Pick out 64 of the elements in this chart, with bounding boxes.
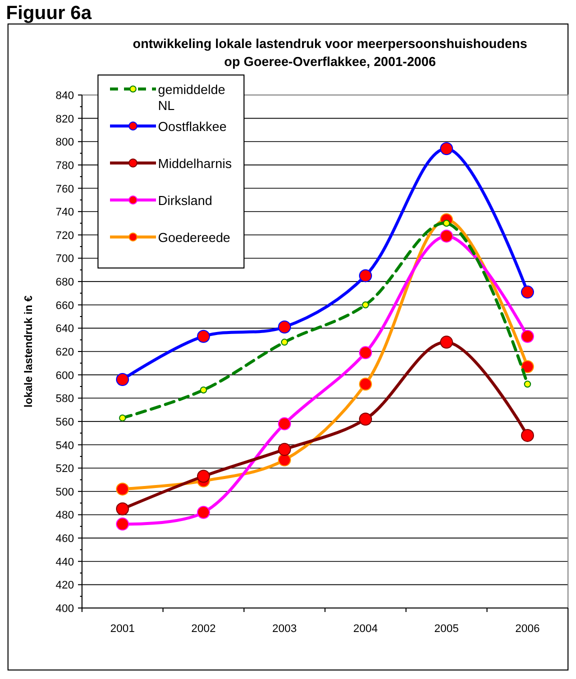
point xyxy=(278,453,291,466)
point xyxy=(359,269,372,282)
point xyxy=(278,442,291,456)
point xyxy=(200,386,207,394)
point xyxy=(119,414,126,422)
y-tick-label: 780 xyxy=(56,160,74,172)
x-tick-label: 2006 xyxy=(515,623,540,635)
point xyxy=(362,301,369,308)
y-tick-label: 560 xyxy=(56,416,74,428)
y-tick-label: 400 xyxy=(56,603,74,615)
point xyxy=(440,336,453,349)
y-tick-label: 480 xyxy=(56,510,74,522)
point xyxy=(359,412,372,426)
x-tick-label: 2005 xyxy=(434,623,459,635)
legend-label: Middelharnis xyxy=(158,156,232,171)
y-tick-label: 820 xyxy=(56,113,74,126)
point xyxy=(278,417,291,430)
point xyxy=(116,518,129,531)
point xyxy=(359,378,372,391)
y-tick-label: 520 xyxy=(56,463,74,476)
point xyxy=(524,380,531,388)
y-tick-label: 420 xyxy=(56,580,74,592)
x-tick-label: 2003 xyxy=(272,623,297,635)
legend-label: Dirksland xyxy=(158,193,212,208)
y-tick-label: 580 xyxy=(56,393,74,406)
y-tick-label: 740 xyxy=(56,206,74,219)
y-tick-label: 720 xyxy=(56,230,74,242)
y-tick-label: 640 xyxy=(56,323,74,336)
y-tick-label: 460 xyxy=(56,533,74,546)
point xyxy=(281,338,288,346)
y-tick-label: 840 xyxy=(56,90,74,102)
chart-title: ontwikkeling lokale lastendruk voor meerpersoonshuishoudens op Goeree-Overflakkee, 2001-2006 xyxy=(132,36,528,69)
y-tick-label: 540 xyxy=(56,440,74,452)
point xyxy=(197,506,210,519)
y-tick-label: 620 xyxy=(56,346,74,358)
point xyxy=(278,320,291,334)
point xyxy=(116,372,129,386)
x-tick-label: 2001 xyxy=(110,623,135,635)
y-axis-title: lokale lastendruk in € xyxy=(23,296,35,408)
y-tick-label: 500 xyxy=(56,486,74,498)
legend-label: Goedereede xyxy=(158,230,230,245)
text: Figuur 6a xyxy=(6,3,92,24)
point xyxy=(440,230,453,243)
y-tick-label: 680 xyxy=(56,276,74,289)
point xyxy=(440,142,453,156)
point xyxy=(521,286,534,299)
point xyxy=(197,330,210,343)
point xyxy=(521,330,534,343)
y-tick-label: 800 xyxy=(56,136,74,149)
y-tick-label: 440 xyxy=(56,556,74,568)
y-tick-label: 660 xyxy=(56,300,74,312)
legend-label: gemiddelde NL xyxy=(158,82,226,113)
legend-label: Oostflakkee xyxy=(158,119,227,134)
y-tick-label: 600 xyxy=(56,370,74,382)
y-tick-label: 760 xyxy=(56,183,74,196)
point xyxy=(521,360,534,374)
y-tick-label: 700 xyxy=(56,253,74,266)
point xyxy=(521,428,534,442)
point xyxy=(197,470,210,483)
point xyxy=(116,482,129,496)
point xyxy=(116,502,129,516)
x-tick-label: 2002 xyxy=(191,623,216,635)
x-tick-label: 2004 xyxy=(353,623,378,635)
point xyxy=(359,346,372,360)
